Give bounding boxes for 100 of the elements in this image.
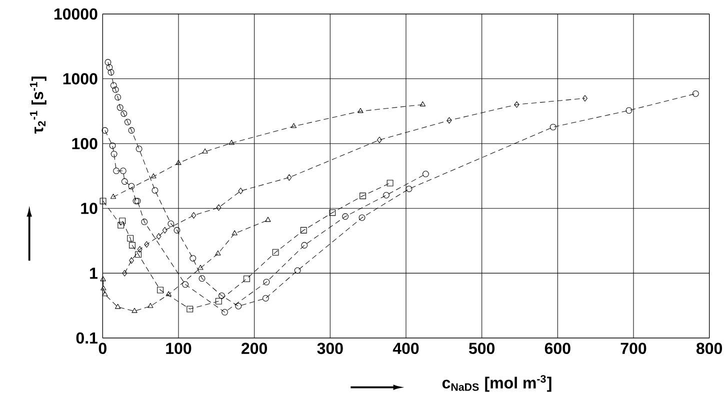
point	[152, 187, 158, 194]
point	[110, 150, 118, 158]
point	[166, 291, 172, 296]
point	[127, 235, 134, 242]
point	[202, 148, 208, 154]
point	[102, 291, 108, 296]
point	[238, 188, 244, 194]
point	[376, 136, 382, 144]
point	[132, 308, 138, 313]
x-tick-label: 0	[98, 342, 106, 354]
y-tick-label: 10000	[54, 8, 98, 20]
point	[115, 304, 121, 309]
point	[162, 227, 168, 234]
point	[244, 276, 250, 282]
point	[186, 306, 194, 312]
point	[198, 275, 206, 282]
point	[216, 204, 222, 211]
point	[156, 233, 162, 240]
point	[446, 117, 452, 124]
point	[121, 178, 128, 185]
point	[122, 270, 128, 276]
point	[383, 192, 390, 198]
point	[100, 198, 106, 204]
point	[137, 246, 142, 253]
point	[235, 302, 242, 310]
point	[100, 285, 106, 290]
y-tick-label: 10	[81, 202, 98, 214]
point	[222, 309, 228, 316]
point	[120, 110, 128, 117]
point	[626, 107, 632, 114]
point	[329, 209, 336, 216]
point	[232, 230, 238, 236]
point	[301, 242, 308, 248]
point	[406, 186, 412, 192]
point	[182, 281, 189, 288]
point	[116, 104, 124, 111]
point	[135, 251, 142, 258]
point	[136, 146, 142, 152]
point	[514, 101, 520, 108]
point	[150, 173, 156, 178]
point	[112, 86, 119, 93]
point	[386, 180, 394, 186]
point	[294, 267, 301, 274]
point	[360, 192, 366, 200]
point	[141, 218, 148, 226]
x-tick-label: 100	[166, 342, 192, 354]
point	[129, 242, 136, 248]
point	[168, 220, 174, 227]
point	[100, 276, 106, 282]
point	[358, 214, 366, 221]
x-tick-label: 300	[317, 342, 343, 354]
point	[263, 278, 270, 286]
point	[157, 286, 164, 294]
point	[108, 69, 114, 76]
point	[110, 194, 116, 199]
x-tick-label: 700	[620, 342, 646, 354]
point	[106, 64, 113, 71]
point	[290, 123, 297, 128]
x-tick-label: 400	[392, 342, 419, 354]
point	[119, 218, 126, 224]
point	[128, 183, 135, 190]
x-tick-label: 500	[468, 342, 495, 354]
point	[300, 227, 307, 234]
y-axis-title: τ$_{2}$$^{-1}$ [s$^{-1}$]	[30, 76, 46, 134]
point	[582, 95, 588, 102]
y-tick-label: 1000	[63, 73, 98, 84]
point	[190, 255, 196, 262]
x-tick-label: 800	[696, 342, 722, 354]
point	[109, 142, 116, 149]
point	[124, 118, 131, 126]
point	[358, 108, 364, 113]
point	[265, 216, 271, 222]
point	[114, 94, 122, 100]
point	[113, 168, 120, 174]
point	[215, 298, 222, 304]
x-tick-label: 200	[242, 342, 268, 354]
point	[272, 249, 279, 256]
point	[422, 170, 429, 178]
point	[215, 250, 221, 256]
point	[174, 227, 180, 234]
x-tick-label: 600	[544, 342, 570, 354]
point	[129, 257, 134, 264]
point	[420, 101, 426, 106]
point	[120, 168, 126, 174]
point	[262, 295, 269, 302]
point	[191, 212, 196, 219]
point	[286, 174, 292, 181]
y-tick-label: 0.1	[76, 332, 98, 344]
y-tick-label: 1	[90, 268, 98, 279]
point	[102, 127, 108, 134]
point	[342, 213, 349, 220]
point	[104, 59, 112, 66]
point	[218, 292, 225, 299]
point	[550, 124, 556, 130]
point	[110, 82, 117, 89]
point	[176, 160, 182, 165]
point	[148, 302, 154, 308]
point	[144, 241, 150, 248]
point	[228, 140, 234, 145]
y-tick-label: 100	[72, 138, 98, 150]
